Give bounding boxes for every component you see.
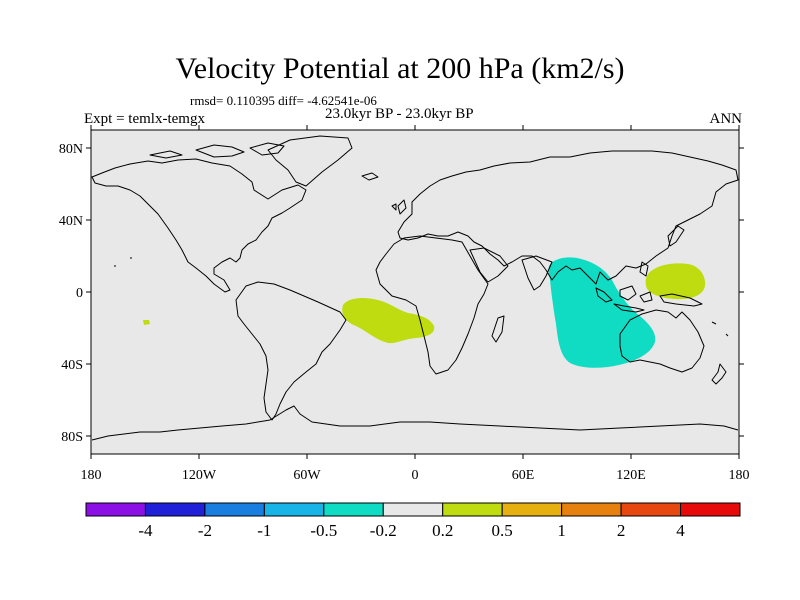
anomaly-region-indian-ocean: [548, 257, 656, 368]
colorbar-label: -1: [257, 521, 271, 540]
colorbar-swatch: [85, 502, 146, 517]
stats-line: rmsd= 0.110395 diff= -4.62541e-06: [190, 93, 377, 108]
anomaly-region-east-pacific-speck: [143, 320, 150, 325]
colorbar-label: 0.5: [492, 521, 513, 540]
colorbar-swatch: [204, 502, 265, 517]
season-label: ANN: [709, 111, 743, 127]
y-tick-label: 0: [76, 286, 83, 301]
continent-north-america: [91, 158, 307, 293]
colorbar-label: 0.2: [432, 521, 453, 540]
colorbar-swatch: [442, 502, 503, 517]
experiment-label: Expt = temlx-temgx: [84, 111, 205, 127]
colorbar-label: -0.2: [370, 521, 397, 540]
continent-new-zealand: [711, 363, 727, 385]
continent-japan: [667, 225, 685, 247]
colorbar-swatch: [263, 502, 325, 517]
continent-madagascar: [491, 315, 505, 343]
continent-antarctica: [91, 405, 739, 441]
plot-title: Velocity Potential at 200 hPa (km2/s): [175, 52, 625, 85]
colorbar-label: 1: [557, 521, 566, 540]
continent-iceland: [361, 172, 379, 181]
colorbar-swatch: [501, 502, 563, 517]
continent-australia: [619, 309, 705, 373]
continent-british-isles: [391, 199, 407, 215]
anomaly-region-western-pacific: [645, 263, 706, 300]
continent-pacific-islands: [114, 257, 729, 337]
x-tick-label: 60W: [293, 468, 321, 483]
colorbar-swatch: [144, 502, 206, 517]
continent-europe-asia: [397, 150, 739, 285]
continent-africa: [375, 235, 489, 375]
x-tick-label: 60E: [512, 468, 535, 483]
y-tick-label: 40N: [59, 214, 83, 229]
colorbar-label: -0.5: [310, 521, 337, 540]
colorbar-label: 2: [617, 521, 626, 540]
continent-south-america: [235, 281, 347, 421]
x-tick-label: 120W: [182, 468, 217, 483]
x-tick-label: 180: [81, 468, 102, 483]
anomaly-region-south-atlantic: [342, 297, 435, 344]
y-tick-label: 80N: [59, 142, 83, 157]
colorbar-swatch: [680, 502, 741, 517]
colorbar-swatch: [323, 502, 384, 517]
continent-india: [521, 255, 553, 291]
subtitle-periods: 23.0kyr BP - 23.0kyr BP: [325, 106, 474, 122]
x-axis-ticks: 180 120W 60W 0 60E 120E 180: [81, 125, 750, 483]
continent-southeast-asia-islands: [595, 261, 703, 313]
x-tick-label: 180: [729, 468, 750, 483]
continent-greenland: [267, 135, 353, 187]
continent-arctic-islands: [149, 142, 285, 159]
colorbar-swatch: [382, 502, 444, 517]
y-axis-ticks: 80N 40N 0 40S 80S: [59, 142, 744, 445]
colorbar-label: -2: [198, 521, 212, 540]
y-tick-label: 80S: [61, 430, 83, 445]
colorbar-label: -4: [138, 521, 153, 540]
continent-arabia: [469, 247, 509, 283]
y-tick-label: 40S: [61, 358, 83, 373]
x-tick-label: 120E: [616, 468, 646, 483]
colorbar-swatch: [561, 502, 622, 517]
colorbar-label: 4: [676, 521, 685, 540]
map-panel: [91, 130, 739, 454]
colorbar-swatch: [620, 502, 682, 517]
colorbar: -4 -2 -1 -0.5 -0.2 0.2 0.5 1 2 4: [85, 502, 741, 540]
x-tick-label: 0: [412, 468, 419, 483]
